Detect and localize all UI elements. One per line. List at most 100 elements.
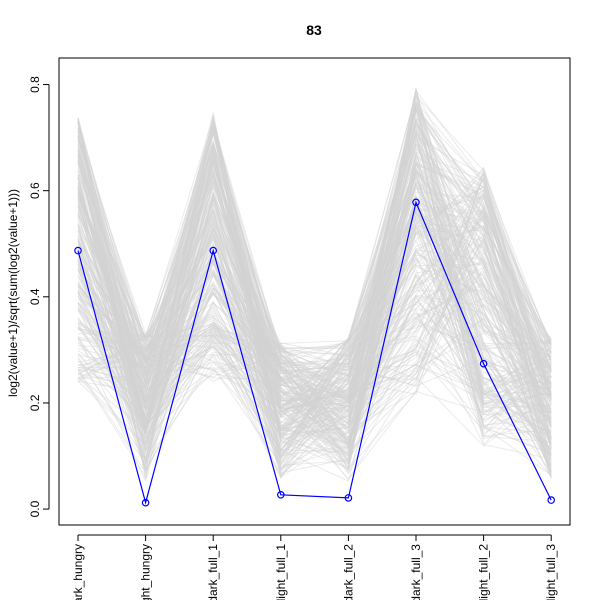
background-line [77, 203, 552, 372]
series-point [344, 494, 353, 502]
background-line [77, 151, 552, 469]
background-line [77, 186, 552, 457]
background-line [77, 194, 552, 451]
background-line [77, 182, 552, 435]
background-line [77, 154, 552, 457]
background-line [77, 186, 552, 444]
x-axis: ark_hungry ght_hungry dark_full_1 light_ful… [71, 534, 558, 600]
background-line [77, 214, 552, 432]
background-line [77, 148, 552, 422]
background-line [77, 162, 552, 465]
background-line [77, 150, 552, 453]
background-line [77, 209, 552, 444]
background-line [77, 141, 552, 468]
background-line [77, 211, 552, 411]
background-line [77, 227, 552, 426]
background-line [77, 208, 552, 478]
background-line [77, 193, 552, 480]
background-line [77, 116, 552, 461]
background-line [77, 186, 552, 450]
background-line [77, 162, 552, 407]
background-line [77, 123, 552, 463]
background-line [77, 236, 552, 432]
background-line [77, 123, 552, 440]
series-point [141, 498, 150, 507]
background-line [77, 120, 552, 472]
background-line [77, 204, 552, 403]
background-line [77, 254, 552, 472]
background-line [77, 145, 552, 400]
background-line [77, 168, 552, 478]
y-tick-label: 0.2 [28, 394, 42, 411]
background-line [77, 161, 552, 467]
background-line [77, 127, 552, 442]
background-line [77, 183, 552, 479]
background-line [77, 134, 552, 473]
background-line [77, 177, 552, 439]
background-line [77, 131, 552, 456]
background-line [77, 180, 552, 440]
background-line [77, 225, 552, 475]
background-line [77, 201, 552, 415]
background-line [77, 128, 552, 420]
background-line [77, 245, 552, 466]
background-line [77, 131, 552, 464]
x-tick-label: dark_full_3 [409, 544, 423, 600]
background-line [77, 165, 552, 478]
background-line [77, 140, 552, 427]
background-line [77, 197, 552, 455]
background-line [77, 123, 552, 476]
background-line [77, 119, 552, 431]
y-axis-label: log2(value+1)/sqrt(sum(log2(value+1))) [6, 189, 20, 397]
background-line [77, 202, 552, 471]
series-point [209, 246, 218, 255]
background-line [77, 171, 552, 430]
background-line [77, 154, 552, 439]
background-line [77, 128, 552, 472]
background-line [77, 127, 552, 451]
background-line [77, 231, 552, 460]
background-line [77, 196, 552, 423]
background-line [77, 167, 552, 395]
background-line [77, 153, 552, 438]
background-line [77, 161, 552, 411]
background-line [77, 251, 552, 447]
background-line [77, 166, 552, 399]
background-line [77, 169, 552, 413]
background-line [77, 119, 552, 470]
background-line [77, 139, 552, 450]
chart-title: 83 [306, 22, 322, 38]
background-line [77, 171, 552, 460]
series-point [74, 246, 82, 255]
background-line [77, 144, 552, 455]
background-line [77, 88, 552, 477]
background-line [77, 146, 552, 456]
background-line [77, 190, 552, 454]
background-line [77, 170, 552, 452]
background-line [77, 248, 552, 402]
x-tick-label: light_full_3 [544, 544, 558, 600]
background-line [77, 192, 552, 470]
background-line [77, 177, 552, 402]
background-line [77, 170, 552, 446]
background-line [77, 91, 552, 455]
background-line [77, 186, 552, 425]
background-line [77, 169, 552, 455]
background-line [77, 174, 552, 460]
background-line [77, 124, 552, 416]
background-line [77, 144, 552, 447]
background-line [77, 98, 552, 445]
background-line [77, 169, 552, 470]
background-line [77, 106, 552, 466]
x-tick-label: ark_hungry [71, 544, 85, 600]
background-line [77, 162, 552, 437]
background-line [77, 92, 552, 476]
background-line [77, 112, 552, 465]
background-line [77, 175, 552, 438]
background-line [77, 101, 552, 479]
background-line [77, 118, 552, 409]
background-line [77, 262, 552, 418]
background-line [77, 173, 552, 398]
background-line [77, 172, 552, 474]
background-line [77, 105, 552, 446]
